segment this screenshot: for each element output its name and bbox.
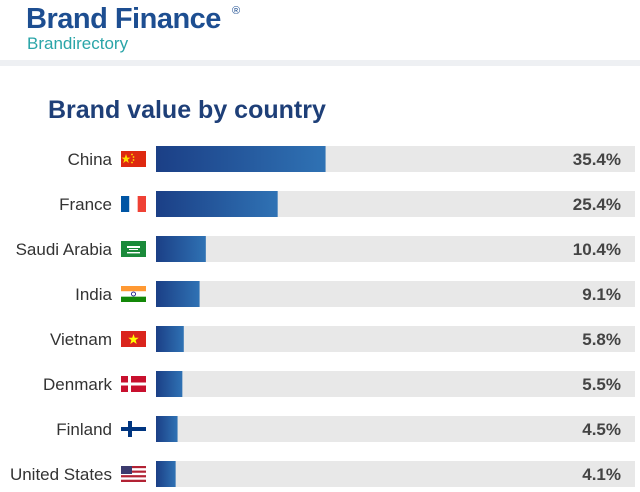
- header-divider: [0, 60, 640, 66]
- bar: [156, 281, 200, 307]
- bar-track: [156, 416, 635, 442]
- country-label: Denmark: [43, 375, 112, 394]
- country-label: United States: [10, 465, 112, 484]
- country-label: India: [75, 285, 112, 304]
- value-label: 5.5%: [582, 375, 621, 394]
- country-label: Finland: [56, 420, 112, 439]
- bar: [156, 461, 176, 487]
- country-label: France: [59, 195, 112, 214]
- united-states-flag-icon: [121, 466, 146, 482]
- value-label: 25.4%: [573, 195, 621, 214]
- bar: [156, 371, 183, 397]
- country-label: China: [68, 150, 113, 169]
- vietnam-flag-icon: [121, 331, 146, 347]
- china-flag-icon: [121, 151, 146, 167]
- brand-logo[interactable]: Brand Finance: [26, 3, 221, 35]
- bar-track: [156, 236, 635, 262]
- header: Brand Finance ® Brandirectory: [0, 0, 640, 60]
- bar: [156, 236, 206, 262]
- value-label: 4.1%: [582, 465, 621, 484]
- value-label: 35.4%: [573, 150, 621, 169]
- bar-track: [156, 281, 635, 307]
- value-label: 5.8%: [582, 330, 621, 349]
- brand-subtitle: Brandirectory: [27, 34, 129, 53]
- finland-flag-icon: [121, 421, 146, 437]
- france-flag-icon: [121, 196, 146, 212]
- bar-track: [156, 461, 635, 487]
- chart-title: Brand value by country: [48, 96, 326, 124]
- denmark-flag-icon: [121, 376, 146, 392]
- value-label: 4.5%: [582, 420, 621, 439]
- registered-mark: ®: [232, 5, 241, 17]
- saudi-arabia-flag-icon: [121, 241, 146, 257]
- bar-track: [156, 371, 635, 397]
- country-label: Saudi Arabia: [16, 240, 113, 259]
- india-flag-icon: [121, 286, 146, 302]
- country-label: Vietnam: [50, 330, 112, 349]
- value-label: 10.4%: [573, 240, 621, 259]
- value-label: 9.1%: [582, 285, 621, 304]
- bar: [156, 191, 278, 217]
- bar: [156, 416, 178, 442]
- bar-track: [156, 326, 635, 352]
- bar: [156, 146, 326, 172]
- bar: [156, 326, 184, 352]
